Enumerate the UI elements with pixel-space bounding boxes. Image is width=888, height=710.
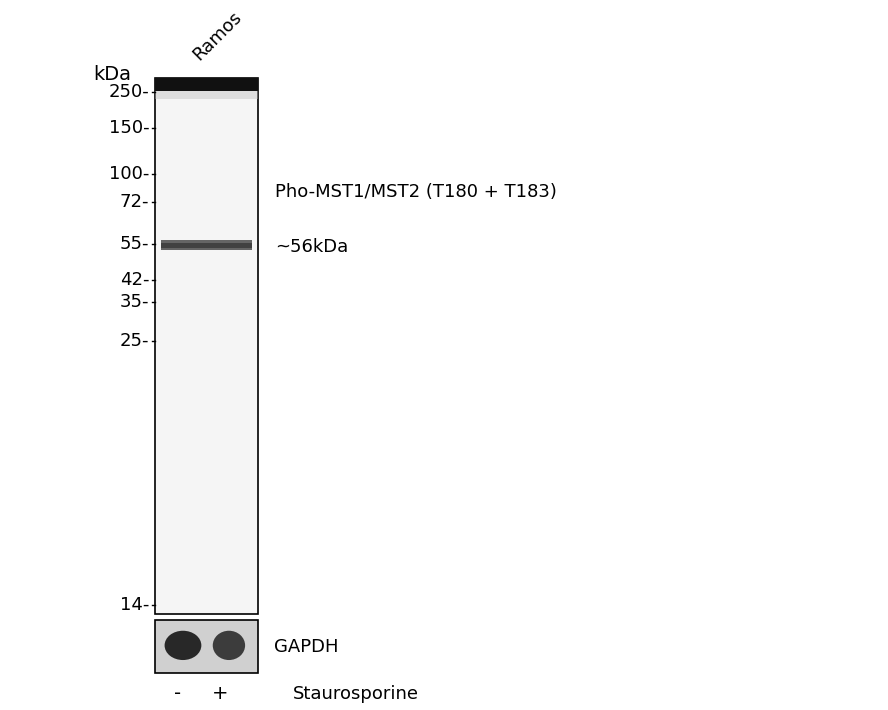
Text: 72-: 72- [120,193,149,212]
Text: 150-: 150- [108,119,149,137]
Bar [155,78,258,614]
Text: Staurosporine: Staurosporine [293,684,419,703]
Text: GAPDH: GAPDH [274,638,338,656]
Text: 25-: 25- [120,332,149,350]
Bar [155,620,258,673]
Text: -: - [174,684,181,703]
Text: 250-: 250- [108,83,149,102]
Text: 14-: 14- [120,596,149,614]
Ellipse shape [213,630,245,660]
Text: 100-: 100- [109,165,149,183]
Text: 42-: 42- [120,271,149,290]
Text: Pho-MST1/MST2 (T180 + T183): Pho-MST1/MST2 (T180 + T183) [275,182,557,201]
Text: Ramos: Ramos [190,8,246,64]
Bar [161,243,252,248]
Text: kDa: kDa [93,65,131,84]
Text: +: + [212,684,228,703]
Text: 35-: 35- [120,293,149,311]
Bar [161,240,252,249]
Bar [155,91,258,99]
Text: 55-: 55- [120,234,149,253]
Text: ~56kDa: ~56kDa [275,238,348,256]
Bar [155,78,258,91]
Ellipse shape [164,630,202,660]
